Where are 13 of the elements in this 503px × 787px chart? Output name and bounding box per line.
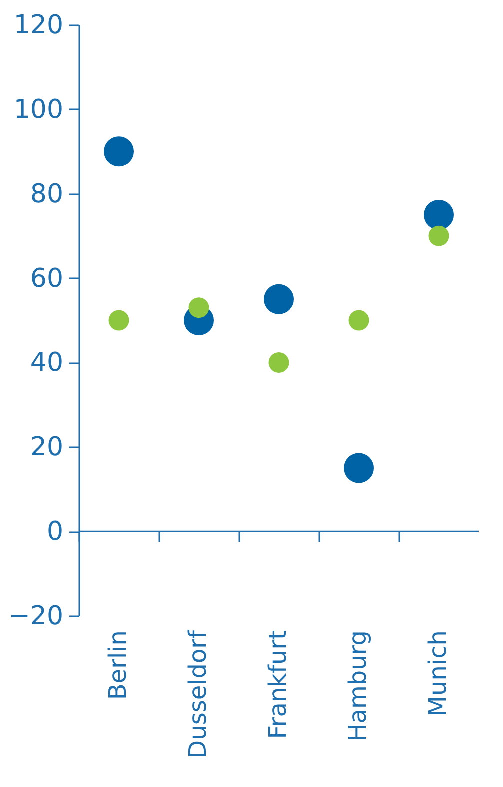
- x-tick-label: Hamburg: [344, 630, 372, 742]
- x-tick-label: Berlin: [104, 630, 132, 700]
- y-tick-label: 100: [14, 94, 64, 125]
- x-tick-label: Frankfurt: [264, 630, 292, 740]
- x-tick-label: Munich: [424, 630, 452, 717]
- y-tick-label: 60: [30, 264, 64, 294]
- y-tick-label: −20: [8, 602, 64, 632]
- y-tick-label: 120: [14, 10, 64, 40]
- y-tick-label: 40: [30, 348, 64, 378]
- x-tick-label: Dusseldorf: [184, 630, 212, 759]
- y-tick-label: 20: [30, 432, 64, 463]
- y-tick-label: 0: [46, 517, 64, 548]
- y-tick-label: 80: [30, 179, 64, 210]
